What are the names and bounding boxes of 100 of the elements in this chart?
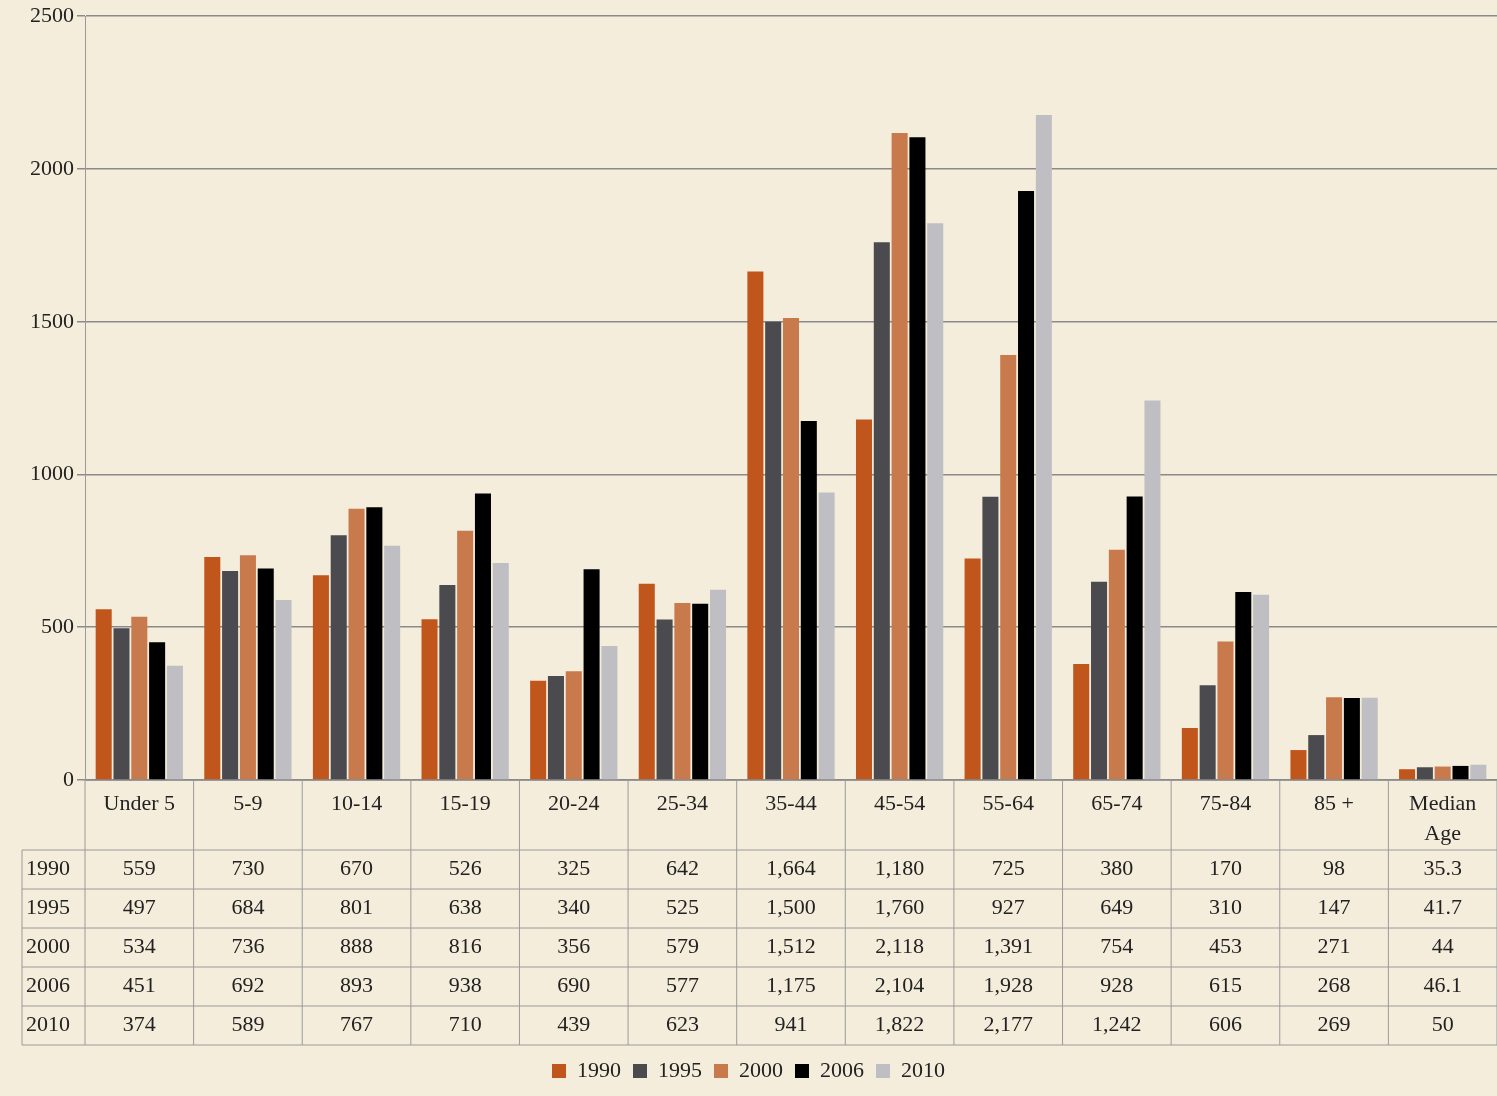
bar	[421, 619, 438, 780]
bar	[692, 603, 709, 780]
data-label: 649	[1100, 894, 1134, 920]
data-label: 754	[1100, 933, 1134, 959]
data-label: 1,175	[766, 972, 816, 998]
x-tick-label: 10-14	[330, 789, 383, 815]
bar	[1091, 581, 1108, 780]
bar	[1416, 767, 1433, 780]
data-label: 893	[340, 972, 374, 998]
bar	[674, 603, 691, 780]
x-tick-label: 65-74	[1091, 789, 1143, 815]
bar	[1361, 697, 1378, 780]
text: 2006	[26, 972, 70, 998]
bar	[873, 242, 890, 780]
bar	[909, 137, 926, 780]
data-label: 453	[1208, 933, 1242, 959]
data-label: 767	[340, 1011, 374, 1037]
y-tick-label: 2500	[30, 1, 74, 27]
data-label: 497	[122, 894, 156, 920]
bar	[1326, 697, 1343, 780]
data-label: 1,760	[874, 894, 925, 920]
legend-label: 1995	[658, 1056, 702, 1082]
text: 1995	[26, 894, 70, 920]
data-label: 35.3	[1423, 855, 1462, 881]
x-tick-label: 15-19	[439, 789, 491, 815]
data-label: 1,512	[766, 933, 816, 959]
bar	[1399, 769, 1416, 780]
legend-label: 1990	[577, 1056, 621, 1082]
data-label: 888	[340, 933, 374, 959]
data-label: 2,177	[983, 1011, 1033, 1037]
data-label: 577	[665, 972, 699, 998]
bar	[1035, 114, 1052, 780]
bar	[710, 589, 727, 780]
bar	[601, 645, 618, 780]
data-label: 356	[557, 933, 591, 959]
data-label: 451	[122, 972, 156, 998]
data-label: 559	[122, 855, 156, 881]
x-tick-label: 45-54	[873, 789, 926, 815]
x-tick-label: 75-84	[1199, 789, 1252, 815]
bar	[583, 569, 600, 780]
data-label: 170	[1208, 855, 1242, 881]
data-label: 269	[1317, 1011, 1351, 1037]
data-label: 941	[774, 1011, 808, 1037]
bar	[891, 132, 908, 780]
bar	[1108, 549, 1125, 780]
data-label: 46.1	[1423, 972, 1462, 998]
data-label: 1,664	[766, 855, 816, 881]
data-label: 938	[448, 972, 482, 998]
data-label: 340	[557, 894, 591, 920]
y-tick-label: 500	[41, 613, 74, 639]
x-tick-label: 25-34	[656, 789, 709, 815]
data-label: 2,118	[875, 933, 924, 959]
data-label: 736	[231, 933, 265, 959]
data-label: 642	[665, 855, 699, 881]
bar	[474, 493, 491, 780]
bar	[638, 583, 655, 780]
x-tick-label: Under 5	[103, 789, 176, 815]
data-label: 44	[1431, 933, 1454, 959]
bar	[113, 628, 130, 780]
data-label: 623	[665, 1011, 699, 1037]
y-tick-label: 1000	[30, 460, 74, 486]
data-label: 2,104	[874, 972, 925, 998]
data-label: 1,242	[1092, 1011, 1142, 1037]
bar	[257, 568, 274, 780]
data-label: 730	[231, 855, 265, 881]
data-label: 526	[448, 855, 482, 881]
x-tick-label: 55-64	[982, 789, 1034, 815]
bar	[330, 535, 347, 780]
x-tick-label: 5-9	[233, 789, 263, 815]
bar	[1290, 750, 1307, 780]
bar	[818, 492, 835, 780]
data-label: 670	[340, 855, 374, 881]
bar	[439, 585, 456, 780]
x-tick-label: 20-24	[548, 789, 600, 815]
bar	[782, 318, 800, 780]
data-label: 41.7	[1423, 894, 1462, 920]
data-label: 147	[1317, 894, 1351, 920]
bar	[1199, 685, 1216, 780]
bar	[239, 555, 256, 780]
bar	[1343, 698, 1360, 780]
bar	[1253, 594, 1270, 780]
data-label: 268	[1317, 972, 1351, 998]
x-tick-label: 85 +	[1314, 789, 1355, 815]
bar	[204, 556, 221, 780]
bar	[927, 223, 944, 780]
bar	[149, 642, 166, 780]
legend-label: 2000	[739, 1056, 783, 1082]
data-label: 692	[231, 972, 265, 998]
bar	[747, 271, 764, 780]
text: 2010	[26, 1011, 70, 1037]
legend-label: 2006	[820, 1056, 864, 1082]
data-label: 1,391	[983, 933, 1033, 959]
bar	[964, 558, 981, 780]
bar	[222, 571, 239, 780]
data-label: 928	[1100, 972, 1134, 998]
bar	[1434, 766, 1451, 780]
data-label: 801	[340, 894, 374, 920]
bar	[1018, 190, 1035, 780]
bar	[1181, 728, 1198, 780]
data-label: 374	[122, 1011, 156, 1037]
